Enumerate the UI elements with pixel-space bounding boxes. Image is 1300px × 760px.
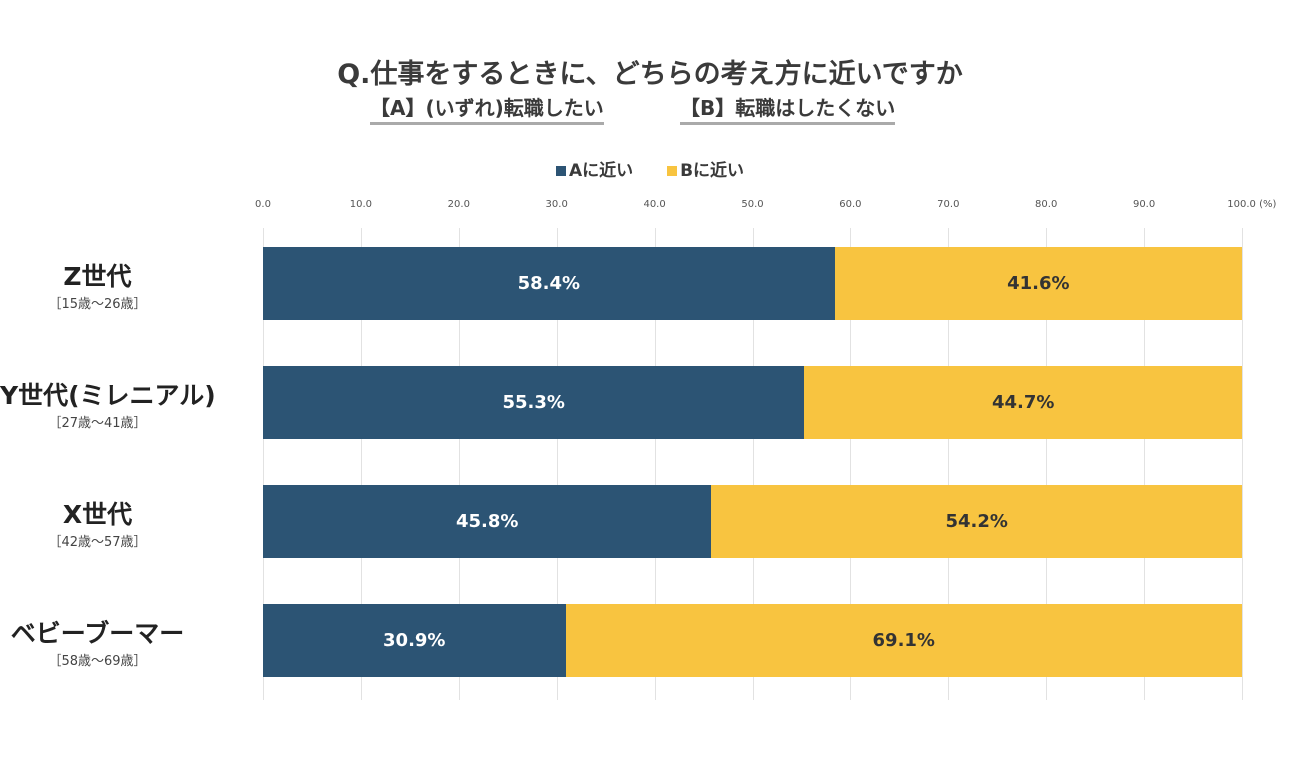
data-label: 44.7% [991,392,1055,413]
data-label: 30.9% [383,630,446,651]
legend-swatch-b [667,166,678,176]
gridline [1242,228,1243,700]
x-tick-label: 40.0 [643,199,666,210]
legend: Aに近い Bに近い [0,156,1300,181]
legend-item-b: Bに近い [667,161,744,181]
gridline [752,228,754,700]
bar-segment-b [565,604,1242,677]
bar-segment-a [263,485,712,558]
category-label: Z世代 ［15歳〜26歳］ [0,257,195,312]
x-tick-label: 60.0 [839,199,862,210]
chart-title: Q.仕事をするときに、どちらの考え方に近いですか [337,59,963,90]
bar-segment-b [711,485,1242,558]
bar-segment-b [834,247,1242,320]
category-age-range: ［42歳〜57歳］ [48,535,147,550]
bar-segment-a [263,366,805,439]
subtitle-b: 【B】転職はしたくない [680,92,896,125]
category-age-range: ［15歳〜26歳］ [48,297,147,312]
gridline [850,228,852,700]
category-name: X世代 [62,500,133,529]
x-tick-label: 80.0 [1035,199,1058,210]
data-label: 41.6% [1007,273,1070,294]
gridline [1144,228,1146,700]
subtitle-a: 【A】(いずれ)転職したい [370,92,604,125]
gridline [556,228,558,700]
legend-item-a: Aに近い [555,161,634,181]
x-tick-label: 0.0 [255,199,271,210]
data-label: 58.4% [517,273,581,294]
category-name: Z世代 [63,262,132,291]
data-label: 45.8% [455,511,519,532]
category-age-range: ［27歳〜41歳］ [48,416,147,431]
category-age-range: ［58歳〜69歳］ [48,654,147,669]
category-label: ベビーブーマー ［58歳〜69歳］ [0,614,195,669]
x-tick-label: 50.0 [741,199,764,210]
data-label: 55.3% [502,392,565,413]
x-tick-label: 30.0 [545,199,568,210]
bar-segment-b [804,366,1242,439]
bar-segment-a [263,247,835,320]
data-label: 54.2% [945,511,1008,532]
legend-label-b: Bに近い [680,161,745,181]
gridline [654,228,656,700]
gridline [263,228,264,700]
gridline [458,228,460,700]
category-name: ベビーブーマー [10,619,185,648]
x-tick-label: 70.0 [937,199,960,210]
category-label: Y世代(ミレニアル) ［27歳〜41歳］ [0,376,216,431]
x-tick-label: 90.0 [1132,199,1156,210]
category-label: X世代 ［42歳〜57歳］ [0,495,195,550]
gridline [1046,228,1048,700]
gridline [948,228,950,700]
x-tick-label: 10.0 [349,199,373,210]
x-tick-label: 20.0 [447,199,470,210]
bar-segment-a [263,604,566,677]
legend-label-a: Aに近い [568,161,634,181]
data-label: 69.1% [872,630,935,651]
legend-swatch-a [555,166,566,176]
category-name: Y世代(ミレニアル) [0,381,216,410]
gridline [360,228,362,700]
x-tick-label: 100.0 (%) [1227,199,1277,210]
